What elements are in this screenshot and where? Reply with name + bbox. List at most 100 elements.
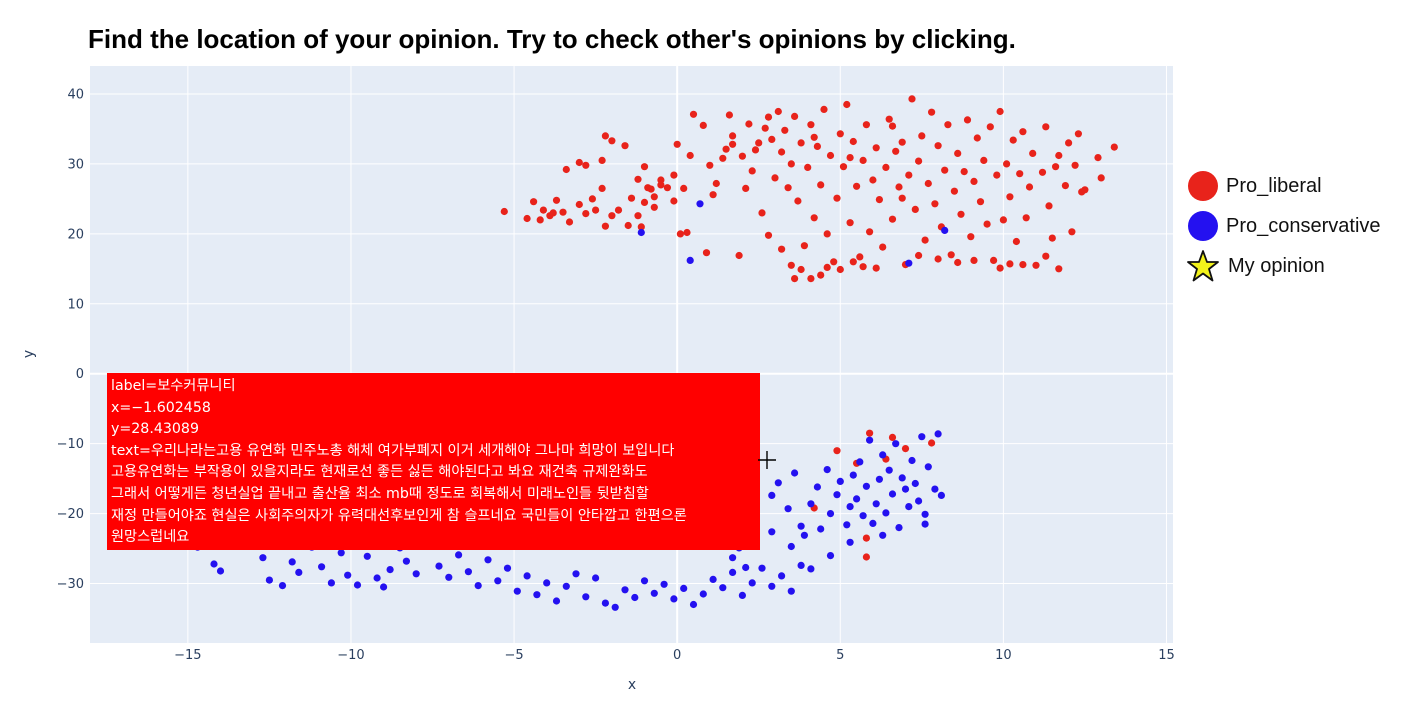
point-pro-liberal[interactable] xyxy=(872,264,880,272)
point-pro-conservative[interactable] xyxy=(572,570,580,578)
point-pro-conservative[interactable] xyxy=(474,582,482,590)
point-pro-conservative[interactable] xyxy=(719,584,727,592)
point-pro-conservative[interactable] xyxy=(650,589,658,597)
point-pro-liberal[interactable] xyxy=(924,179,932,188)
point-pro-conservative[interactable] xyxy=(892,440,900,448)
point-pro-conservative[interactable] xyxy=(216,567,225,575)
point-pro-conservative[interactable] xyxy=(807,565,815,573)
point-pro-liberal[interactable] xyxy=(813,142,822,150)
point-pro-liberal[interactable] xyxy=(915,251,923,260)
point-pro-liberal[interactable] xyxy=(849,137,857,146)
point-pro-conservative[interactable] xyxy=(318,563,326,571)
point-pro-conservative[interactable] xyxy=(846,503,854,511)
point-pro-liberal[interactable] xyxy=(1012,237,1021,246)
point-pro-conservative[interactable] xyxy=(898,474,906,482)
point-pro-conservative[interactable] xyxy=(862,482,871,490)
point-pro-liberal[interactable] xyxy=(888,215,897,223)
point-pro-conservative[interactable] xyxy=(344,571,352,579)
point-pro-liberal[interactable] xyxy=(846,154,854,162)
point-pro-conservative[interactable] xyxy=(758,564,766,572)
point-pro-liberal[interactable] xyxy=(647,185,655,193)
point-pro-liberal[interactable] xyxy=(862,534,871,542)
point-pro-liberal[interactable] xyxy=(768,135,776,143)
point-pro-liberal[interactable] xyxy=(686,151,694,160)
point-pro-liberal[interactable] xyxy=(833,194,841,202)
point-pro-conservative[interactable] xyxy=(445,573,453,581)
point-pro-conservative[interactable] xyxy=(513,587,521,595)
point-pro-liberal[interactable] xyxy=(915,157,923,165)
point-pro-conservative[interactable] xyxy=(901,485,910,493)
point-pro-conservative[interactable] xyxy=(853,495,861,503)
point-pro-liberal[interactable] xyxy=(706,161,714,169)
point-pro-liberal[interactable] xyxy=(970,177,978,185)
point-pro-liberal[interactable] xyxy=(634,175,642,183)
point-pro-liberal[interactable] xyxy=(911,205,919,213)
point-pro-conservative[interactable] xyxy=(791,469,799,477)
point-pro-liberal[interactable] xyxy=(853,182,861,190)
point-pro-conservative[interactable] xyxy=(523,572,531,580)
point-pro-conservative[interactable] xyxy=(787,542,795,551)
point-pro-conservative[interactable] xyxy=(278,582,287,590)
point-pro-liberal[interactable] xyxy=(1074,130,1082,138)
point-pro-liberal[interactable] xyxy=(826,151,835,160)
point-pro-liberal[interactable] xyxy=(1081,186,1089,194)
point-pro-liberal[interactable] xyxy=(699,121,707,129)
point-pro-liberal[interactable] xyxy=(879,243,887,251)
point-pro-conservative[interactable] xyxy=(337,549,345,557)
point-pro-liberal[interactable] xyxy=(817,271,825,279)
point-pro-liberal[interactable] xyxy=(745,120,753,128)
point-pro-conservative[interactable] xyxy=(879,531,887,539)
point-pro-conservative[interactable] xyxy=(455,551,463,559)
plot-area[interactable] xyxy=(90,66,1173,643)
point-pro-conservative[interactable] xyxy=(921,510,929,518)
point-pro-liberal[interactable] xyxy=(689,110,698,118)
point-pro-liberal[interactable] xyxy=(608,137,616,145)
point-pro-liberal[interactable] xyxy=(787,160,795,168)
point-pro-conservative[interactable] xyxy=(895,524,903,532)
point-pro-liberal[interactable] xyxy=(973,134,981,142)
point-pro-liberal[interactable] xyxy=(650,203,658,211)
point-pro-conservative[interactable] xyxy=(856,458,864,466)
point-pro-conservative[interactable] xyxy=(866,436,874,444)
point-pro-conservative[interactable] xyxy=(924,463,932,471)
point-pro-liberal[interactable] xyxy=(1061,182,1069,190)
point-pro-liberal[interactable] xyxy=(983,220,991,228)
point-pro-conservative[interactable] xyxy=(807,500,815,508)
point-pro-liberal[interactable] xyxy=(670,197,678,205)
point-pro-liberal[interactable] xyxy=(810,133,818,141)
point-pro-liberal[interactable] xyxy=(539,206,548,214)
point-pro-conservative[interactable] xyxy=(689,600,698,609)
point-pro-liberal[interactable] xyxy=(869,176,877,184)
point-pro-liberal[interactable] xyxy=(722,145,730,153)
point-pro-liberal[interactable] xyxy=(1006,260,1014,268)
point-pro-liberal[interactable] xyxy=(1019,128,1027,136)
point-pro-liberal[interactable] xyxy=(787,261,795,269)
point-pro-liberal[interactable] xyxy=(637,223,645,231)
point-pro-liberal[interactable] xyxy=(1094,154,1102,162)
point-pro-liberal[interactable] xyxy=(960,168,968,176)
point-pro-liberal[interactable] xyxy=(892,147,900,155)
point-pro-liberal[interactable] xyxy=(670,171,678,179)
point-pro-liberal[interactable] xyxy=(872,144,880,152)
point-pro-liberal[interactable] xyxy=(614,206,623,214)
point-pro-liberal[interactable] xyxy=(582,161,590,169)
point-pro-liberal[interactable] xyxy=(627,194,636,202)
point-pro-liberal[interactable] xyxy=(601,132,610,140)
point-pro-liberal[interactable] xyxy=(954,258,962,267)
point-pro-conservative[interactable] xyxy=(905,259,913,267)
point-pro-liberal[interactable] xyxy=(859,263,867,271)
point-pro-liberal[interactable] xyxy=(598,156,606,164)
point-pro-conservative[interactable] xyxy=(402,557,410,565)
point-pro-liberal[interactable] xyxy=(1032,261,1040,269)
point-pro-liberal[interactable] xyxy=(901,445,910,453)
point-pro-conservative[interactable] xyxy=(813,483,822,491)
point-pro-liberal[interactable] xyxy=(559,208,567,216)
point-pro-liberal[interactable] xyxy=(862,121,871,129)
point-pro-conservative[interactable] xyxy=(729,554,737,562)
point-pro-liberal[interactable] xyxy=(774,107,782,116)
point-pro-liberal[interactable] xyxy=(950,187,959,195)
point-pro-conservative[interactable] xyxy=(742,563,750,572)
point-pro-liberal[interactable] xyxy=(523,214,531,223)
point-pro-liberal[interactable] xyxy=(729,140,737,148)
point-pro-liberal[interactable] xyxy=(751,146,760,154)
